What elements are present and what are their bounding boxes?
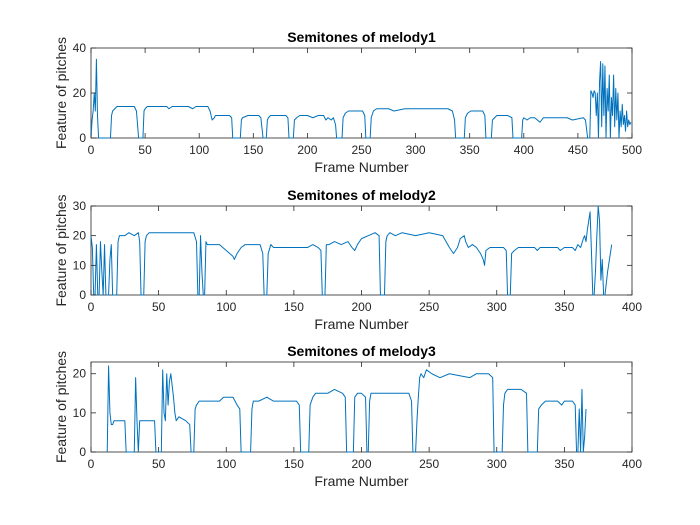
x-tick-label: 350 <box>554 457 574 471</box>
y-tick-label: 20 <box>73 86 87 100</box>
y-tick-label: 0 <box>79 288 86 302</box>
x-axis-label: Frame Number <box>314 159 408 175</box>
y-tick-label: 20 <box>73 229 87 243</box>
y-tick-label: 20 <box>73 367 87 381</box>
chart-title: Semitones of melody1 <box>287 29 436 45</box>
y-tick-label: 10 <box>73 406 87 420</box>
x-tick-label: 150 <box>284 457 304 471</box>
subplot-1: 0 50 100 150 200 250 300 350 400 450 500 0 20 40 Semit… <box>53 29 642 175</box>
x-tick-label: 400 <box>622 457 642 471</box>
series-line-1 <box>90 205 613 296</box>
x-tick-label: 100 <box>216 457 236 471</box>
x-tick-label: 250 <box>419 300 439 314</box>
series-line-1 <box>106 365 587 453</box>
x-tick-label: 50 <box>152 457 166 471</box>
series-line-1 <box>90 58 632 139</box>
chart-title: Semitones of melody3 <box>287 343 436 359</box>
x-tick-label: 200 <box>297 143 317 157</box>
y-axis-label: Feature of pitches <box>53 351 69 463</box>
x-tick-label: 200 <box>351 300 371 314</box>
y-axis-label: Feature of pitches <box>53 37 69 149</box>
x-tick-label: 50 <box>138 143 152 157</box>
x-tick-label: 250 <box>419 457 439 471</box>
chart-title: Semitones of melody2 <box>287 187 436 203</box>
x-axis-label: Frame Number <box>314 316 408 332</box>
x-tick-label: 100 <box>216 300 236 314</box>
plot-area <box>90 47 633 139</box>
y-tick-label: 30 <box>73 199 87 213</box>
x-tick-label: 450 <box>568 143 588 157</box>
y-tick-label: 10 <box>73 258 87 272</box>
x-tick-label: 50 <box>152 300 166 314</box>
x-tick-label: 0 <box>88 300 95 314</box>
subplot-2: 0 50 100 150 200 250 300 350 400 0 10 20 30 Semitones… <box>53 187 642 332</box>
x-tick-label: 350 <box>554 300 574 314</box>
y-tick-label: 0 <box>79 131 86 145</box>
x-tick-label: 350 <box>460 143 480 157</box>
x-tick-label: 400 <box>622 300 642 314</box>
y-tick-label: 40 <box>73 41 87 55</box>
y-tick-label: 0 <box>79 445 86 459</box>
x-tick-label: 100 <box>189 143 209 157</box>
x-tick-label: 0 <box>88 143 95 157</box>
x-tick-label: 150 <box>243 143 263 157</box>
x-tick-label: 300 <box>487 457 507 471</box>
x-tick-label: 0 <box>88 457 95 471</box>
x-axis-label: Frame Number <box>314 473 408 489</box>
x-tick-label: 200 <box>351 457 371 471</box>
x-tick-label: 400 <box>514 143 534 157</box>
x-tick-label: 300 <box>487 300 507 314</box>
y-axis-label: Feature of pitches <box>53 194 69 306</box>
x-tick-label: 150 <box>284 300 304 314</box>
subplot-3: 0 50 100 150 200 250 300 350 400 0 10 20 Semitones o… <box>53 343 642 489</box>
x-tick-label: 250 <box>351 143 371 157</box>
plot-area <box>90 361 633 453</box>
plot-area <box>90 205 633 296</box>
x-tick-label: 300 <box>406 143 426 157</box>
x-tick-label: 500 <box>622 143 642 157</box>
